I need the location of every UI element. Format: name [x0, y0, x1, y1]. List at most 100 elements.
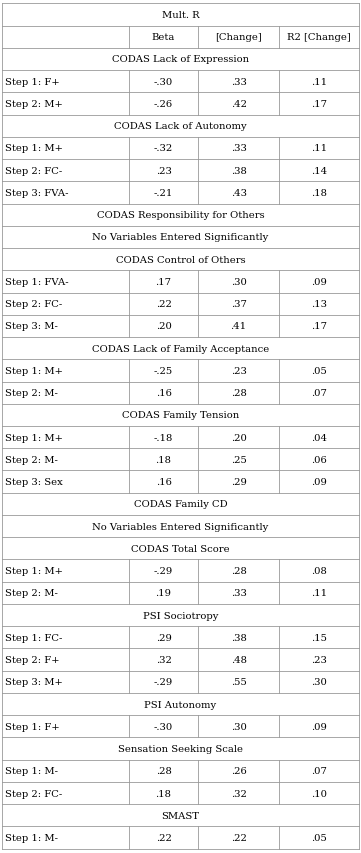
Text: CODAS Responsibility for Others: CODAS Responsibility for Others: [97, 211, 264, 220]
Text: .23: .23: [311, 655, 327, 664]
Text: .43: .43: [231, 189, 247, 198]
Text: .48: .48: [231, 655, 247, 664]
Text: -.30: -.30: [154, 722, 173, 731]
Text: .23: .23: [156, 166, 171, 176]
Text: .11: .11: [311, 78, 327, 86]
Text: No Variables Entered Significantly: No Variables Entered Significantly: [92, 522, 269, 531]
Text: .55: .55: [231, 677, 247, 687]
Text: PSI Autonomy: PSI Autonomy: [144, 699, 217, 709]
Text: -.29: -.29: [154, 566, 173, 576]
Text: .09: .09: [311, 277, 327, 287]
Text: CODAS Control of Others: CODAS Control of Others: [116, 255, 245, 264]
Text: .06: .06: [311, 456, 327, 464]
Text: CODAS Lack of Family Acceptance: CODAS Lack of Family Acceptance: [92, 345, 269, 353]
Text: .28: .28: [156, 767, 171, 775]
Text: [Change]: [Change]: [215, 33, 262, 42]
Text: Step 1: M-: Step 1: M-: [5, 833, 58, 842]
Text: CODAS Lack of Autonomy: CODAS Lack of Autonomy: [114, 122, 247, 131]
Text: .18: .18: [311, 189, 327, 198]
Text: .38: .38: [231, 166, 247, 176]
Text: .26: .26: [231, 767, 247, 775]
Text: .16: .16: [156, 478, 171, 486]
Text: .11: .11: [311, 144, 327, 154]
Text: .13: .13: [311, 299, 327, 309]
Text: .29: .29: [156, 633, 171, 642]
Text: PSI Sociotropy: PSI Sociotropy: [143, 611, 218, 620]
Text: -.25: -.25: [154, 367, 173, 375]
Text: Step 2: FC-: Step 2: FC-: [5, 166, 63, 176]
Text: .07: .07: [311, 389, 327, 397]
Text: Step 1: F+: Step 1: F+: [5, 78, 60, 86]
Text: .05: .05: [311, 367, 327, 375]
Text: .17: .17: [156, 277, 171, 287]
Text: .28: .28: [231, 566, 247, 576]
Text: .08: .08: [311, 566, 327, 576]
Text: .05: .05: [311, 833, 327, 842]
Text: .16: .16: [156, 389, 171, 397]
Text: Step 2: M+: Step 2: M+: [5, 100, 63, 109]
Text: Step 2: M-: Step 2: M-: [5, 456, 58, 464]
Text: CODAS Total Score: CODAS Total Score: [131, 544, 230, 554]
Text: .33: .33: [231, 589, 247, 598]
Text: -.29: -.29: [154, 677, 173, 687]
Text: .20: .20: [231, 433, 247, 442]
Text: -.21: -.21: [154, 189, 173, 198]
Text: No Variables Entered Significantly: No Variables Entered Significantly: [92, 233, 269, 242]
Text: CODAS Family Tension: CODAS Family Tension: [122, 411, 239, 420]
Text: .17: .17: [311, 322, 327, 331]
Text: SMAST: SMAST: [161, 811, 200, 820]
Text: .37: .37: [231, 299, 247, 309]
Text: -.30: -.30: [154, 78, 173, 86]
Text: .18: .18: [156, 456, 171, 464]
Text: Step 1: F+: Step 1: F+: [5, 722, 60, 731]
Text: .33: .33: [231, 78, 247, 86]
Text: Step 3: M-: Step 3: M-: [5, 322, 58, 331]
Text: .33: .33: [231, 144, 247, 154]
Text: Step 1: M+: Step 1: M+: [5, 566, 63, 576]
Text: Step 3: Sex: Step 3: Sex: [5, 478, 63, 486]
Text: Step 2: F+: Step 2: F+: [5, 655, 60, 664]
Text: CODAS Family CD: CODAS Family CD: [134, 500, 227, 508]
Text: Step 1: M-: Step 1: M-: [5, 767, 58, 775]
Text: Step 2: M-: Step 2: M-: [5, 589, 58, 598]
Text: .30: .30: [231, 722, 247, 731]
Text: .25: .25: [231, 456, 247, 464]
Text: .42: .42: [231, 100, 247, 109]
Text: .14: .14: [311, 166, 327, 176]
Text: Step 1: M+: Step 1: M+: [5, 433, 63, 442]
Text: .22: .22: [156, 299, 171, 309]
Text: Beta: Beta: [152, 33, 175, 42]
Text: .09: .09: [311, 478, 327, 486]
Text: Step 2: M-: Step 2: M-: [5, 389, 58, 397]
Text: -.26: -.26: [154, 100, 173, 109]
Text: .18: .18: [156, 789, 171, 798]
Text: .07: .07: [311, 767, 327, 775]
Text: CODAS Lack of Expression: CODAS Lack of Expression: [112, 55, 249, 64]
Text: -.32: -.32: [154, 144, 173, 154]
Text: .32: .32: [231, 789, 247, 798]
Text: .28: .28: [231, 389, 247, 397]
Text: .30: .30: [311, 677, 327, 687]
Text: Step 1: FC-: Step 1: FC-: [5, 633, 63, 642]
Text: .10: .10: [311, 789, 327, 798]
Text: Step 2: FC-: Step 2: FC-: [5, 789, 63, 798]
Text: .30: .30: [231, 277, 247, 287]
Text: Step 3: FVA-: Step 3: FVA-: [5, 189, 69, 198]
Text: .19: .19: [156, 589, 171, 598]
Text: .22: .22: [156, 833, 171, 842]
Text: .38: .38: [231, 633, 247, 642]
Text: .32: .32: [156, 655, 171, 664]
Text: .17: .17: [311, 100, 327, 109]
Text: Step 2: FC-: Step 2: FC-: [5, 299, 63, 309]
Text: Step 1: FVA-: Step 1: FVA-: [5, 277, 69, 287]
Text: .04: .04: [311, 433, 327, 442]
Text: .41: .41: [231, 322, 247, 331]
Text: .23: .23: [231, 367, 247, 375]
Text: Mult. R: Mult. R: [162, 11, 199, 20]
Text: .09: .09: [311, 722, 327, 731]
Text: Step 1: M+: Step 1: M+: [5, 367, 63, 375]
Text: .22: .22: [231, 833, 247, 842]
Text: Step 3: M+: Step 3: M+: [5, 677, 63, 687]
Text: .11: .11: [311, 589, 327, 598]
Text: R2 [Change]: R2 [Change]: [287, 33, 351, 42]
